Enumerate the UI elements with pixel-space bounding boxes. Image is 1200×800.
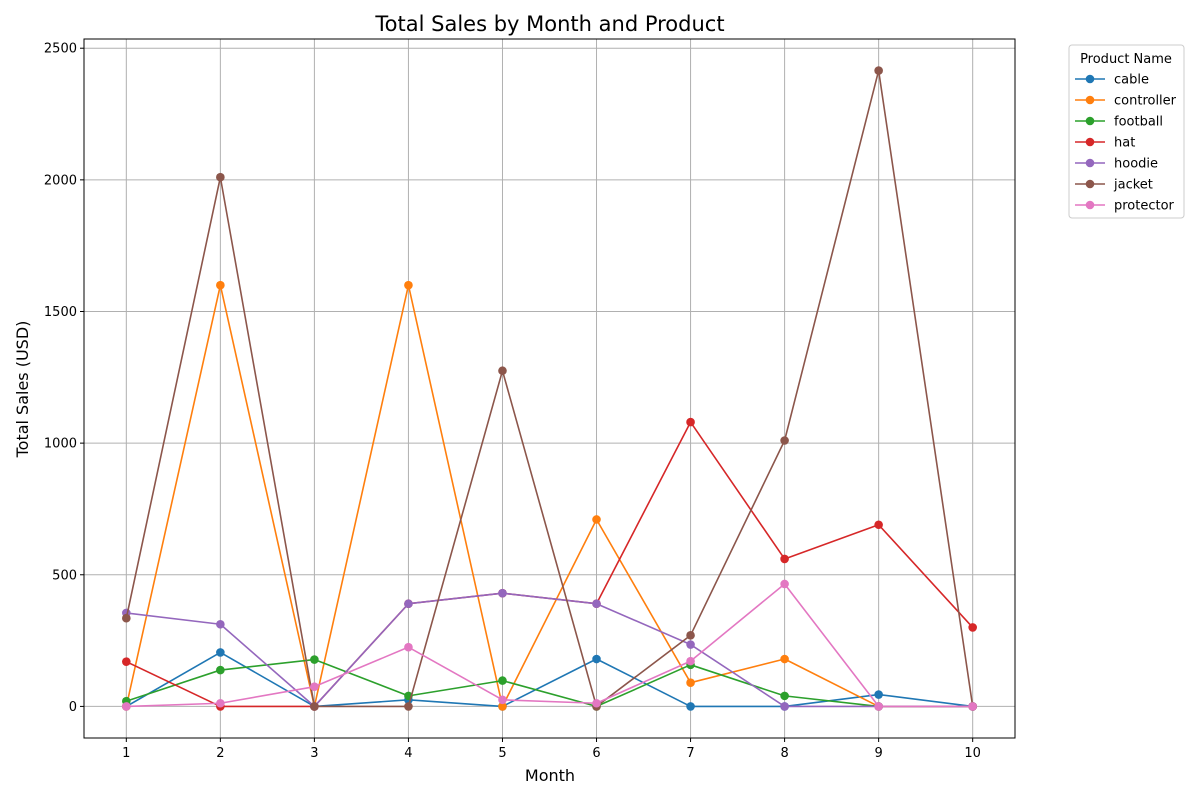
data-point-protector [780,579,789,589]
data-point-cable [874,690,883,699]
x-tick-label: 2 [216,746,224,761]
x-tick-label: 7 [686,746,694,761]
series-line-hoodie [126,592,973,708]
legend-frame [1068,44,1185,219]
data-point-protector [122,702,131,711]
legend-label: jacket [1113,178,1153,193]
series-protector [122,579,977,711]
data-point-jacket [310,702,319,711]
data-point-hoodie [780,702,789,711]
data-point-football [216,665,225,675]
data-point-protector [310,682,319,691]
plot-area-frame [83,38,1016,739]
legend-item-hat: hat [1075,136,1135,151]
x-axis-label: Month [525,766,575,785]
data-point-hoodie [592,599,601,609]
y-axis-label: Total Sales (USD) [13,321,32,459]
data-point-hoodie [498,588,507,598]
legend-marker-swatch [1085,95,1095,105]
data-point-cable [686,702,695,711]
legend-marker-swatch [1085,137,1095,147]
data-point-hoodie [404,599,413,609]
x-tick-label: 9 [875,746,883,761]
data-point-protector [592,698,601,708]
legend-item-cable: cable [1075,73,1149,88]
series-jacket [122,66,977,711]
data-point-jacket [498,366,507,376]
x-tick-label: 10 [964,746,981,761]
legend-marker-swatch [1085,179,1095,189]
data-point-controller [686,678,695,688]
data-point-football [780,691,789,701]
data-point-hoodie [216,619,225,629]
y-tick-label: 1500 [44,305,77,320]
data-point-protector [216,698,225,708]
data-point-controller [780,654,789,664]
x-tick-label: 8 [780,746,788,761]
data-point-football [498,676,507,685]
chart-title: Total Sales by Month and Product [374,12,724,36]
data-point-protector [874,702,883,711]
data-point-jacket [874,66,883,75]
series-line-controller [125,284,973,708]
y-tick-label: 500 [52,568,77,583]
data-point-protector [968,702,977,711]
y-tick-label: 2000 [44,173,77,188]
legend-label: protector [1114,199,1175,214]
y-tick-label: 0 [69,700,77,715]
legend-title: Product Name [1080,52,1172,67]
legend-marker-swatch [1085,116,1095,126]
data-point-jacket [686,631,695,640]
data-point-hat [122,657,131,666]
legend-label: hoodie [1114,157,1158,172]
series-layer [122,66,977,711]
data-point-cable [592,654,601,664]
data-point-football [310,655,319,664]
data-point-controller [404,280,413,290]
y-tick-label: 2500 [44,42,77,57]
data-point-hoodie [686,640,695,649]
data-point-hat [686,417,695,427]
legend: Product Name cable controller football hat h… [1068,44,1185,219]
axes: 1 2 3 4 5 6 7 8 9 10 0 500 1000 1500 2000 2500 [44,42,981,761]
legend-marker-swatch [1085,200,1095,210]
data-point-jacket [122,613,131,623]
data-point-protector [498,695,507,705]
data-point-hat [780,554,789,564]
legend-label: football [1114,115,1163,130]
data-point-controller [498,702,507,711]
legend-marker-swatch [1085,158,1095,168]
data-point-jacket [216,172,225,182]
data-point-hat [968,623,977,632]
data-point-protector [686,656,695,666]
series-line-protector [126,583,973,708]
data-point-jacket [404,702,413,711]
x-tick-label: 6 [592,746,600,761]
legend-item-controller: controller [1075,94,1177,109]
legend-item-protector: protector [1075,199,1175,214]
legend-marker-swatch [1085,74,1095,84]
legend-label: cable [1114,73,1149,88]
legend-item-hoodie: hoodie [1075,157,1158,172]
data-point-protector [404,642,413,652]
series-line-jacket [125,69,974,708]
x-tick-label: 1 [122,746,130,761]
legend-items: cable controller football hat hoodie jacket pr… [1075,73,1177,214]
legend-label: hat [1114,136,1135,151]
x-tick-label: 5 [498,746,506,761]
x-tick-label: 4 [404,746,412,761]
y-tick-label: 1000 [44,437,77,452]
x-tick-label: 3 [310,746,318,761]
data-point-cable [216,648,225,657]
data-point-controller [216,280,225,290]
legend-item-jacket: jacket [1075,178,1153,193]
data-point-jacket [780,436,789,445]
data-point-controller [592,515,601,524]
legend-item-football: football [1075,115,1163,130]
data-point-hat [874,520,883,530]
legend-label: controller [1114,94,1177,109]
